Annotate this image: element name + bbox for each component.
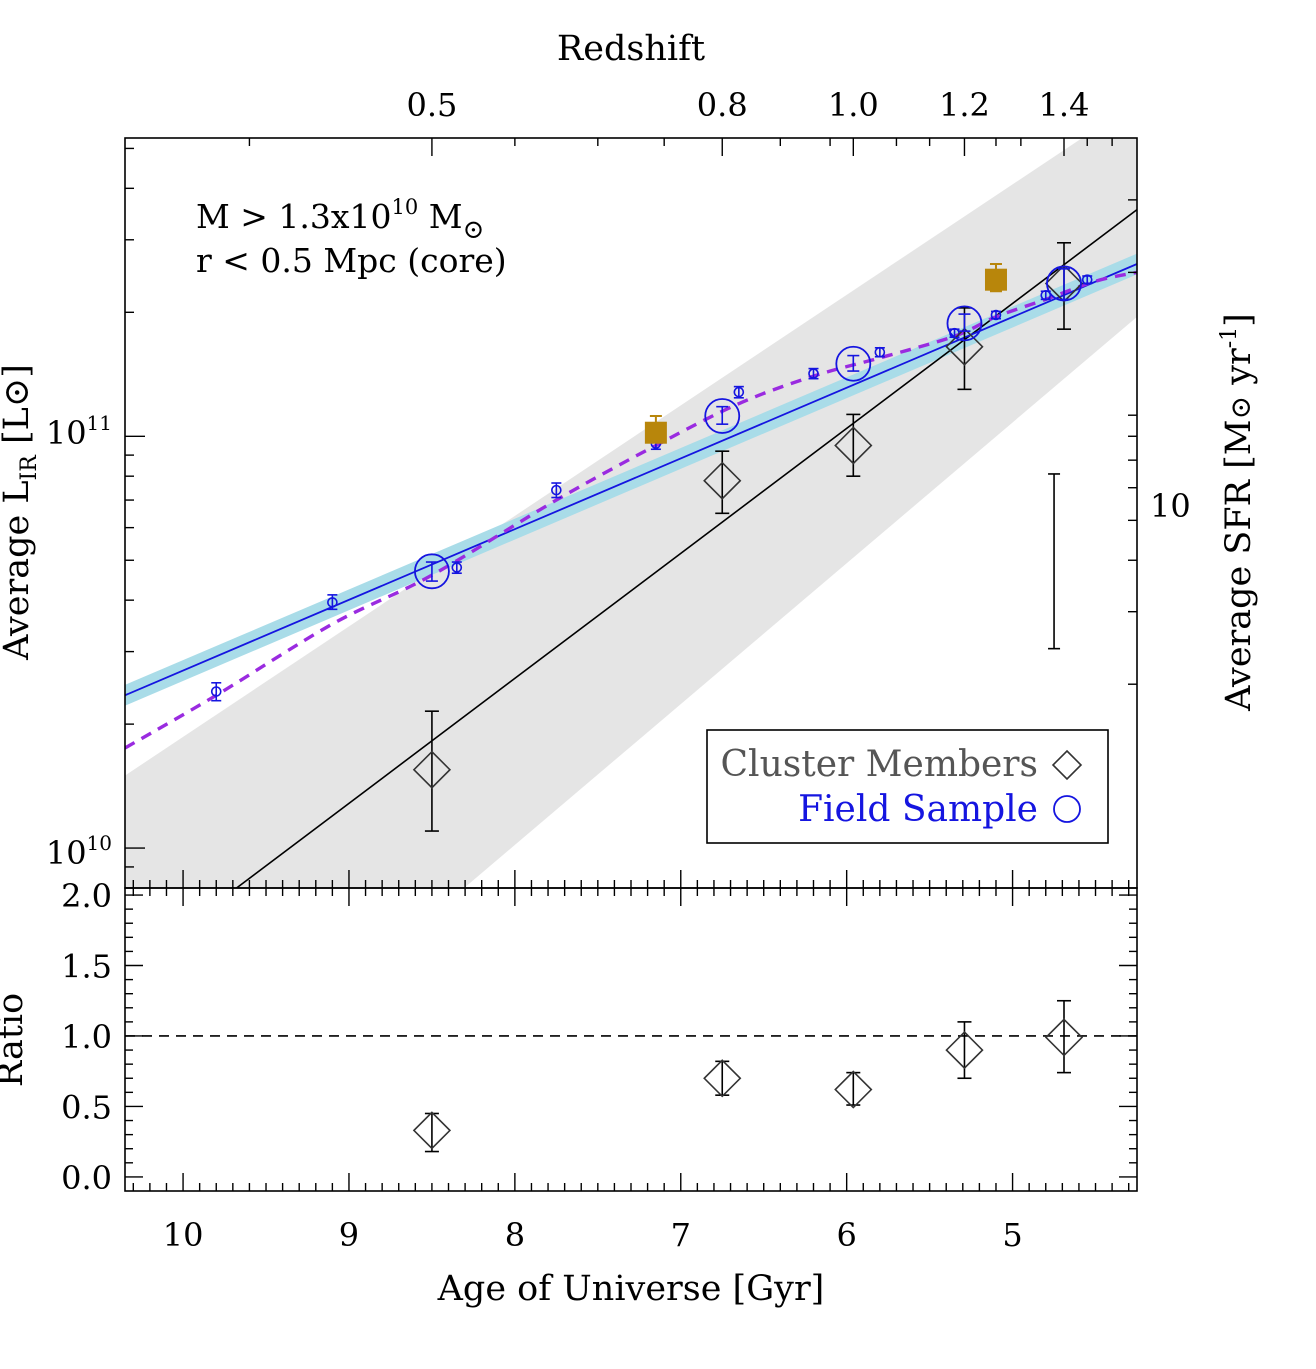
field-small-point-3 [551, 484, 562, 496]
redshift-tick-label-0: 0.5 [406, 86, 457, 124]
ratio-tick-label-4: 0.0 [61, 1159, 112, 1197]
cluster-point-0 [412, 750, 452, 789]
gray-uncertainty-band [125, 138, 1137, 888]
radius-cut-annotation: r < 0.5 Mpc (core) [196, 241, 507, 280]
field-binned-point-1 [704, 398, 741, 434]
x-axis-label: Age of Universe [Gyr] [437, 1269, 825, 1309]
cluster-err-2 [846, 413, 861, 477]
model-dashed-curve [125, 270, 1137, 750]
field-small-point-7 [874, 346, 886, 358]
y-tick-1e10: 1010 [46, 831, 112, 872]
field-small-point-2 [451, 562, 463, 573]
redshift-tick-label-2: 1.0 [828, 86, 879, 124]
ratio-point-2 [834, 1070, 873, 1109]
redshift-tick-label-4: 1.4 [1039, 86, 1090, 124]
y-tick-1e11: 1011 [46, 411, 112, 452]
gold-square-1 [984, 268, 1007, 291]
ratio-tick-label-2: 1.0 [61, 1018, 112, 1056]
rep-err [1048, 473, 1061, 650]
gold-square-0 [644, 421, 667, 444]
top-axis-label: Redshift [557, 29, 705, 69]
field-small-point-1 [327, 597, 338, 608]
bottom-panel [125, 999, 1137, 1153]
field-binned-err-2 [847, 354, 860, 372]
field-small-point-6 [808, 368, 819, 379]
age-tick-label-0: 10 [163, 1216, 204, 1254]
cluster-point-2 [834, 426, 873, 465]
ratio-point-3 [945, 1030, 984, 1070]
field-binned-point-0 [414, 553, 450, 590]
ratio-tick-labels: 2.0 1.5 1.0 0.5 0.0 [61, 877, 112, 1197]
ratio-err-4 [1057, 999, 1072, 1074]
representative-error-bar [1048, 473, 1061, 650]
ratio-tick-label-3: 0.5 [61, 1088, 112, 1126]
legend-circle-icon [1053, 795, 1081, 823]
ratio-point-4 [1044, 1018, 1084, 1057]
field-small-err-0 [211, 681, 222, 702]
cluster-err-1 [715, 450, 730, 515]
legend-field-label: Field Sample [798, 789, 1038, 830]
ratio-point-0 [412, 1111, 452, 1150]
y2-axis-label: Average SFR [M⊙ yr-1] [1217, 313, 1259, 712]
age-tick-label-5: 5 [1002, 1216, 1022, 1254]
field-small-point-11 [1081, 274, 1093, 285]
axis-ticks [125, 138, 1137, 1191]
mass-cut-annotation: M > 1.3x1010 M⊙ [196, 195, 484, 245]
age-tick-label-4: 6 [836, 1216, 856, 1254]
age-tick-labels: 10 9 8 7 6 5 [163, 1216, 1023, 1254]
ratio-tick-label-1: 1.5 [61, 948, 112, 986]
top-panel [125, 138, 1137, 888]
bottom-panel-frame [124, 887, 1138, 1192]
legend-cluster-label: Cluster Members [721, 744, 1038, 785]
legend-diamond-icon [1051, 749, 1083, 781]
cluster-err-0 [424, 710, 439, 832]
field-binned-point-3 [946, 305, 983, 342]
field-small-point-10 [1040, 289, 1052, 301]
redshift-tick-label-3: 1.2 [939, 86, 990, 124]
field-binned-err-0 [425, 561, 438, 582]
cluster-point-1 [703, 461, 742, 500]
age-tick-label-2: 8 [505, 1216, 525, 1254]
field-small-point-0 [210, 686, 222, 697]
field-binned-err-3 [958, 313, 971, 332]
field-fit-line [125, 263, 1137, 697]
ratio-err-1 [715, 1060, 730, 1096]
field-binned-point-2 [835, 345, 872, 382]
field-small-point-9 [990, 309, 1002, 321]
field-small-point-5 [733, 386, 745, 398]
ratio-axis-label: Ratio [0, 993, 31, 1087]
cluster-point-3 [945, 327, 984, 366]
ratio-tick-label-0: 2.0 [61, 877, 112, 915]
cluster-point-4 [1044, 264, 1084, 303]
redshift-tick-label-1: 0.8 [697, 86, 748, 124]
ratio-point-1 [703, 1059, 742, 1098]
cluster-fit-line [235, 209, 1137, 888]
age-tick-label-1: 9 [339, 1216, 359, 1254]
legend: Cluster Members Field Sample [706, 729, 1109, 844]
field-binned-point-4 [1046, 265, 1082, 302]
ratio-err-0 [424, 1112, 439, 1153]
age-tick-label-3: 7 [671, 1216, 691, 1254]
ratio-err-3 [957, 1021, 972, 1080]
y-axis-label: Average LIR [L⊙] [0, 364, 42, 661]
field-binned-err-1 [716, 405, 729, 425]
redshift-tick-labels: 0.5 0.8 1.0 1.2 1.4 [406, 86, 1089, 124]
legend-box [706, 729, 1109, 844]
y2-tick-10: 10 [1150, 487, 1191, 525]
